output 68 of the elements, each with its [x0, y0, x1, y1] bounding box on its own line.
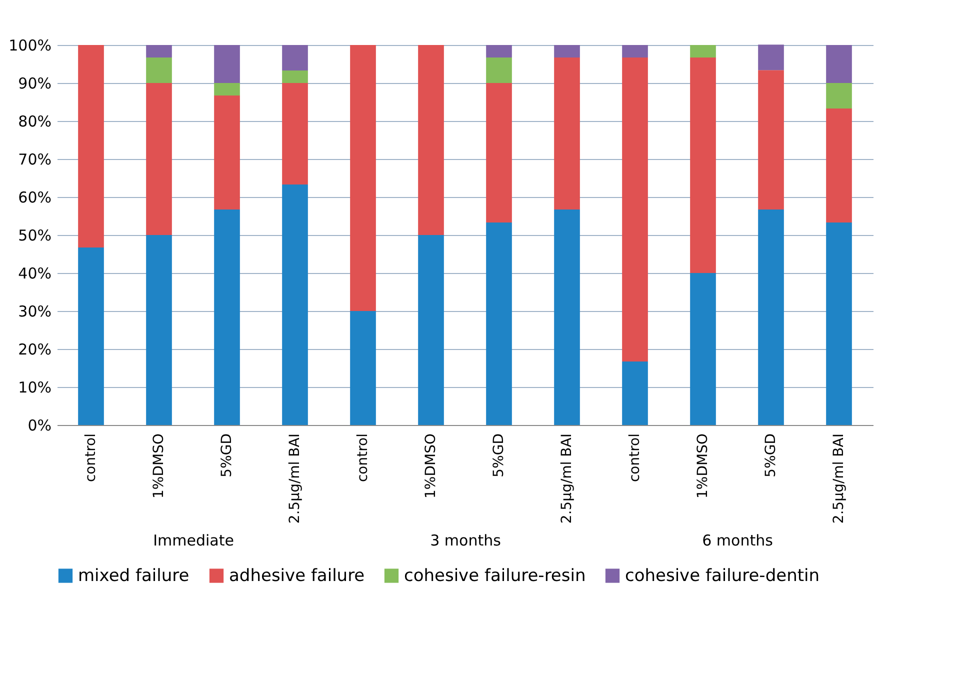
bar	[690, 273, 716, 425]
x-tick-label: 5%GD	[491, 434, 507, 478]
bar	[418, 45, 444, 235]
bar	[826, 45, 852, 83]
x-tick-label: 2.5µg/ml BAI	[831, 434, 847, 524]
bar	[350, 45, 376, 311]
bar	[282, 83, 308, 184]
y-tick-label: 0%	[28, 416, 52, 434]
bar	[146, 58, 172, 83]
bar	[554, 210, 580, 425]
legend-label: cohesive failure-dentin	[625, 566, 820, 586]
bar	[214, 83, 240, 96]
text: 6 months	[702, 532, 774, 550]
bar	[418, 235, 444, 425]
bar	[146, 235, 172, 425]
x-tick-label: control	[83, 434, 99, 482]
bar	[78, 45, 104, 248]
bar	[486, 83, 512, 222]
legend-label: adhesive failure	[229, 566, 365, 586]
x-tick-label: 1%DMSO	[423, 434, 439, 498]
y-tick-label: 70%	[18, 150, 52, 168]
bar	[690, 45, 716, 58]
bar	[214, 96, 240, 210]
bar	[826, 222, 852, 425]
y-tick-label: 10%	[18, 378, 52, 396]
bar	[826, 108, 852, 222]
bar	[622, 362, 648, 425]
bar	[622, 45, 648, 58]
y-tick-label: 40%	[18, 264, 52, 282]
bar	[690, 58, 716, 273]
bar	[622, 58, 648, 362]
text: Immediate	[153, 532, 234, 550]
bar	[214, 45, 240, 83]
x-tick-label: 2.5µg/ml BAI	[559, 434, 575, 524]
bar	[146, 45, 172, 58]
legend-label: cohesive failure-resin	[404, 566, 586, 586]
y-tick-label: 90%	[18, 74, 52, 92]
bar	[282, 70, 308, 83]
y-tick-label: 100%	[8, 36, 52, 54]
bar	[78, 248, 104, 425]
bar	[758, 44, 784, 70]
x-tick-label: 5%GD	[763, 434, 779, 478]
bar	[282, 184, 308, 425]
bar	[826, 83, 852, 108]
y-tick-label: 30%	[18, 302, 52, 320]
x-tick-label: control	[627, 434, 643, 482]
y-tick-label: 50%	[18, 226, 52, 244]
x-tick-label: 1%DMSO	[695, 434, 711, 498]
y-tick-label: 80%	[18, 112, 52, 130]
bar	[554, 45, 580, 58]
legend-label: mixed failure	[78, 566, 190, 586]
bar	[486, 58, 512, 83]
y-tick-label: 20%	[18, 340, 52, 358]
bar	[486, 45, 512, 58]
x-tick-label: 2.5µg/ml BAI	[287, 434, 303, 524]
bar	[214, 210, 240, 425]
bar	[758, 70, 784, 210]
bar	[758, 210, 784, 425]
bar	[282, 45, 308, 70]
x-tick-label: 1%DMSO	[151, 434, 167, 498]
bar	[350, 311, 376, 425]
y-tick-label: 60%	[18, 188, 52, 206]
bar	[486, 222, 512, 425]
bar	[146, 83, 172, 235]
x-tick-label: control	[355, 434, 371, 482]
bar	[554, 58, 580, 210]
text: 3 months	[430, 532, 502, 550]
x-tick-label: 5%GD	[219, 434, 235, 478]
